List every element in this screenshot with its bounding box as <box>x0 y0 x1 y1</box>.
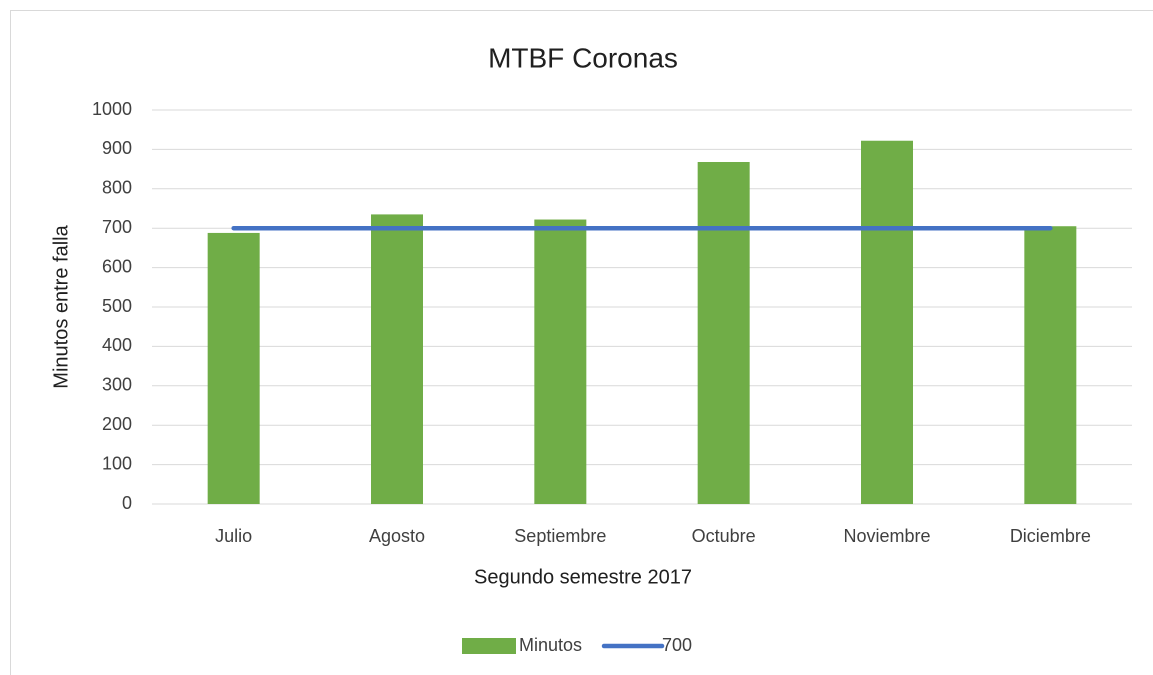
y-tick-label: 300 <box>102 375 132 395</box>
x-tick-label: Noviembre <box>843 526 930 546</box>
y-tick-label: 700 <box>102 217 132 237</box>
y-tick-label: 400 <box>102 335 132 355</box>
y-tick-label: 1000 <box>92 99 132 119</box>
x-tick-label: Julio <box>215 526 252 546</box>
x-tick-label: Diciembre <box>1010 526 1091 546</box>
y-tick-label: 100 <box>102 453 132 473</box>
y-tick-label: 500 <box>102 296 132 316</box>
bar <box>1024 226 1077 505</box>
chart-title: MTBF Coronas <box>488 42 678 73</box>
legend-label: 700 <box>662 635 692 655</box>
y-tick-label: 900 <box>102 138 132 158</box>
y-tick-label: 200 <box>102 414 132 434</box>
legend-swatch <box>462 638 516 654</box>
bar <box>207 232 260 505</box>
x-tick-label: Octubre <box>692 526 756 546</box>
x-axis-title: Segundo semestre 2017 <box>474 566 692 588</box>
bar <box>534 219 587 505</box>
y-axis-title: Minutos entre falla <box>50 224 72 388</box>
bar <box>371 214 423 504</box>
x-tick-label: Septiembre <box>514 526 606 546</box>
legend-label: Minutos <box>519 635 582 655</box>
x-tick-label: Agosto <box>369 526 425 546</box>
bar <box>861 140 913 504</box>
y-tick-label: 800 <box>102 178 132 198</box>
bar <box>697 162 750 504</box>
y-tick-label: 0 <box>122 493 132 513</box>
y-tick-label: 600 <box>102 256 132 276</box>
